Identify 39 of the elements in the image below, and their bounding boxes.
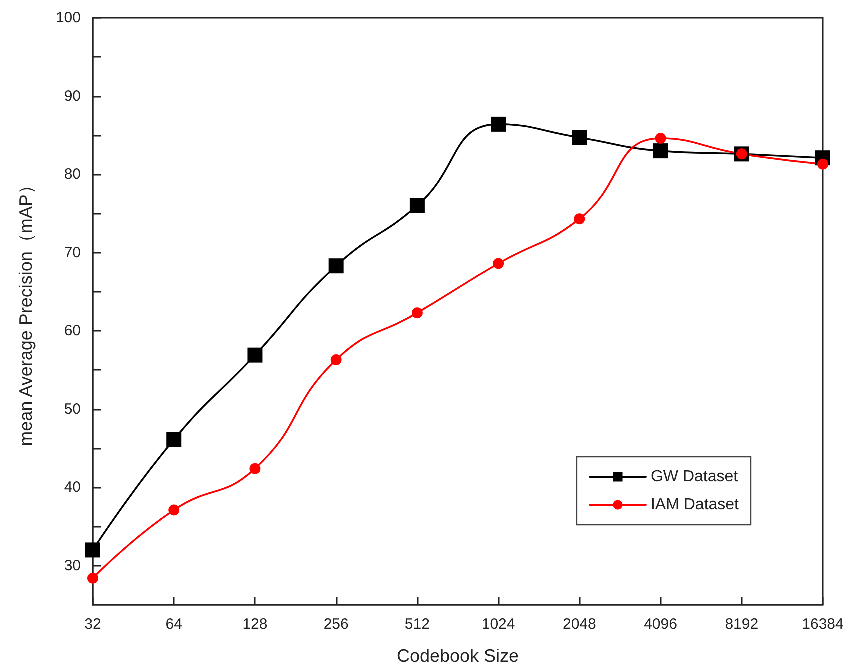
x-tick-label: 32 — [84, 616, 102, 633]
point — [88, 572, 98, 584]
x-axis-title: Codebook Size — [396, 646, 520, 666]
point — [818, 158, 828, 170]
point — [655, 133, 666, 144]
point — [574, 214, 586, 225]
y-tick-label: 50 — [64, 400, 81, 418]
x-tick-label: 8192 — [725, 616, 759, 633]
point — [168, 504, 180, 516]
point — [491, 116, 506, 132]
y-tick-label: 100 — [56, 10, 81, 26]
y-tick-label: 30 — [64, 557, 81, 574]
y-axis-title: mean Average Precision（mAP） — [16, 176, 36, 446]
y-tick-label: 90 — [64, 88, 81, 105]
x-tick-label: 64 — [166, 616, 182, 633]
point — [248, 348, 263, 363]
point — [410, 198, 425, 214]
x-tick-label: 2048 — [562, 616, 596, 633]
y-tick-label: 40 — [64, 479, 81, 496]
x-tick-label: 16384 — [802, 616, 844, 633]
y-tick-label: 60 — [64, 322, 81, 340]
y-tick-label: 70 — [64, 244, 81, 262]
point — [86, 542, 100, 558]
y-tick-label: 80 — [64, 166, 81, 184]
point — [572, 130, 588, 146]
point — [412, 308, 423, 319]
point — [166, 432, 182, 448]
point — [330, 354, 342, 366]
point — [493, 258, 504, 270]
x-tick-label: 256 — [324, 616, 349, 633]
x-tick-label: 128 — [242, 616, 268, 633]
x-tick-label: 4096 — [644, 616, 678, 633]
point — [653, 144, 668, 159]
legend-label: GW Dataset — [650, 468, 739, 486]
point — [250, 463, 261, 474]
point — [328, 258, 344, 274]
x-tick-label: 1024 — [482, 616, 516, 633]
x-tick-label: 512 — [404, 616, 430, 633]
legend-label: IAM Dataset — [650, 496, 740, 514]
